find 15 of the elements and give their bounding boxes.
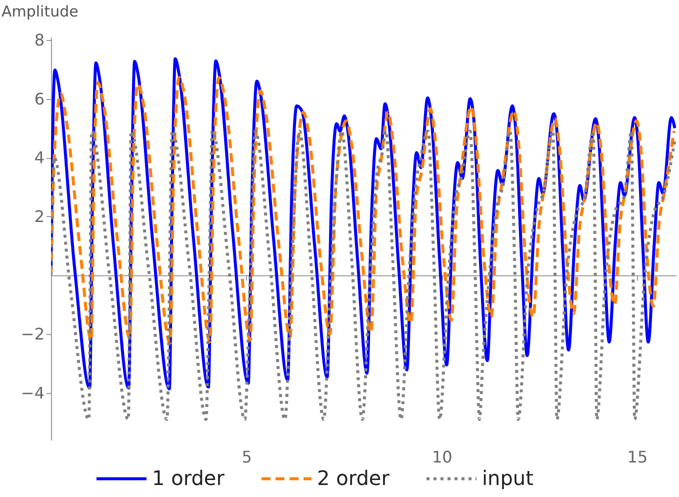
y-tick-label: −4 bbox=[20, 383, 44, 402]
x-tick-label: 15 bbox=[627, 448, 648, 466]
x-tick-label: 5 bbox=[242, 448, 252, 466]
x-tick-label: 10 bbox=[432, 448, 452, 466]
y-tick-label: −2 bbox=[20, 324, 44, 344]
y-tick-label: 8 bbox=[34, 30, 44, 50]
line-series bbox=[51, 130, 676, 421]
y-tick-label: 6 bbox=[34, 89, 44, 108]
legend-label: 2 order bbox=[317, 466, 390, 490]
legend-label: input bbox=[482, 466, 534, 490]
line-series bbox=[51, 76, 676, 344]
legend-label: 1 order bbox=[152, 466, 226, 490]
y-tick-label: 4 bbox=[34, 148, 44, 168]
y-axis-title: Amplitude bbox=[2, 2, 78, 20]
y-tick-label: 2 bbox=[34, 206, 44, 226]
